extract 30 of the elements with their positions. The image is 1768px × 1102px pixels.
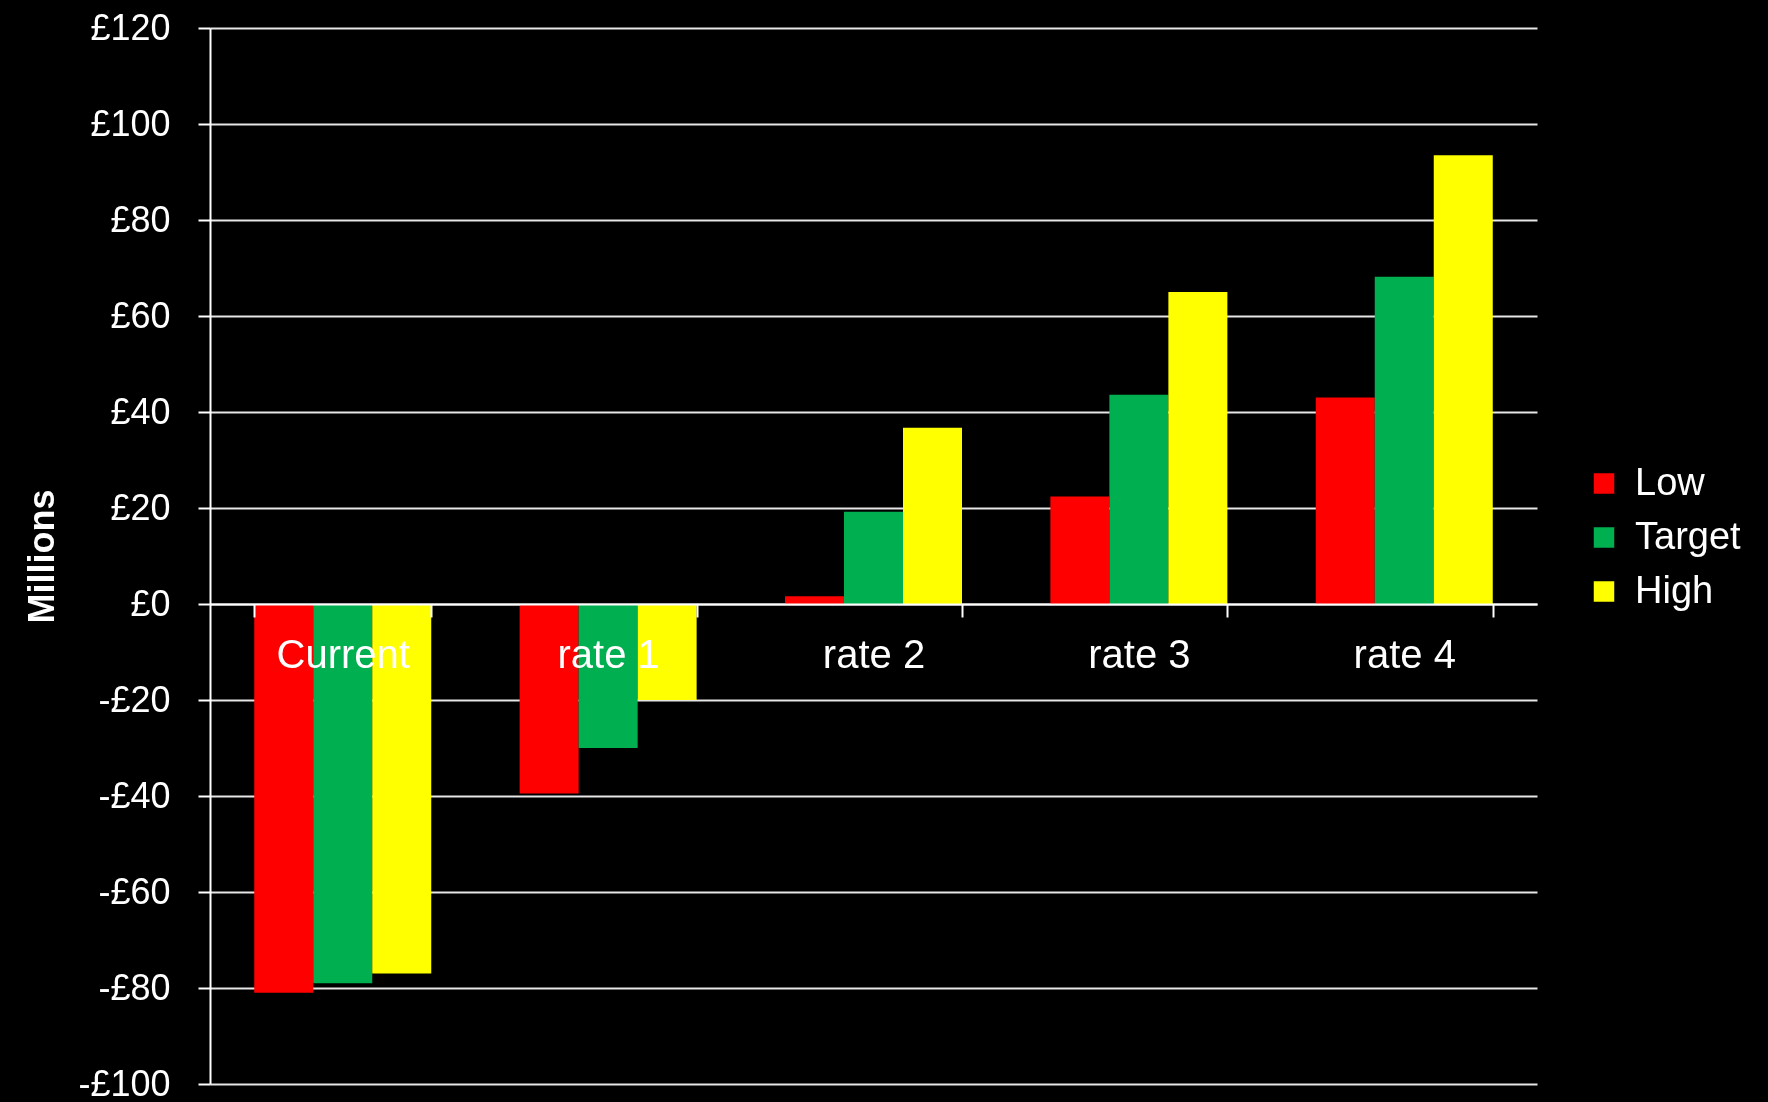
- bar: [1315, 397, 1375, 604]
- y-tick-label: £80: [110, 198, 171, 240]
- bar: [1433, 155, 1493, 604]
- bar: [637, 604, 697, 700]
- y-tick-label: £120: [90, 6, 171, 48]
- x-tick-label: rate 3: [1088, 631, 1191, 676]
- y-tick-label: -£60: [98, 870, 171, 912]
- y-tick-label: -£80: [98, 966, 171, 1008]
- bar: [1168, 292, 1228, 604]
- bar: [903, 427, 962, 604]
- bar: [785, 596, 844, 604]
- bar: [1109, 394, 1169, 604]
- x-tick-label: rate 2: [822, 631, 926, 676]
- y-tick-label: -£20: [98, 678, 171, 720]
- legend-label: Target: [1635, 514, 1742, 557]
- bar: [1050, 496, 1110, 604]
- legend-label: High: [1635, 568, 1714, 611]
- x-tick-label: Current: [276, 631, 410, 676]
- legend-label: Low: [1635, 460, 1706, 503]
- y-tick-label: £40: [110, 390, 171, 432]
- bar: [844, 511, 903, 604]
- y-tick-label: £100: [90, 102, 171, 144]
- x-tick-label: rate 4: [1353, 631, 1456, 676]
- bar: [1374, 276, 1434, 604]
- y-tick-label: -£40: [98, 774, 171, 816]
- y-tick-label: -£100: [78, 1062, 171, 1102]
- y-axis-title: Millions: [21, 489, 63, 624]
- y-tick-label: £0: [130, 582, 171, 624]
- y-tick-label: £20: [110, 486, 171, 528]
- y-tick-label: £60: [110, 294, 171, 336]
